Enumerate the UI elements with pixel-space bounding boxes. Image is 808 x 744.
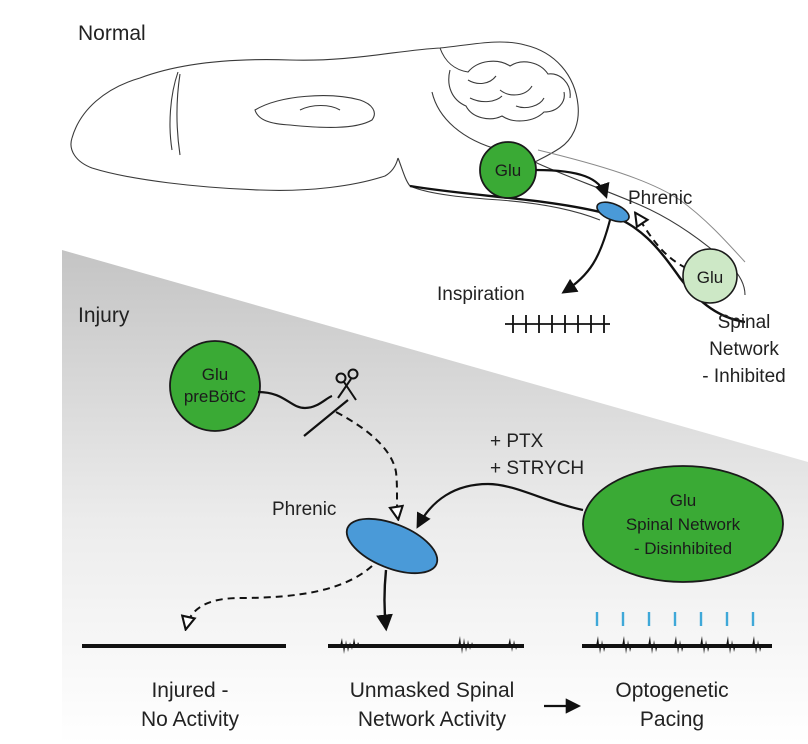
unmasked-trace xyxy=(328,636,524,654)
spinal-cord-inner xyxy=(537,149,746,263)
injured-label-line1: Injured - xyxy=(151,679,228,702)
lesion-cut-line xyxy=(303,399,349,437)
prebotc-label-line2: preBötC xyxy=(184,387,246,406)
spinal-network-line3: - Inhibited xyxy=(702,366,785,387)
disinhibited-label-line1: Glu xyxy=(670,491,696,510)
brain-outline xyxy=(70,41,746,296)
glu-spinal-network-disinhibited xyxy=(582,465,784,583)
pacing-label-line2: Pacing xyxy=(640,708,704,731)
inspiration-label: Inspiration xyxy=(437,284,525,305)
spinal-network-line2: Network xyxy=(709,339,779,360)
disinhibited-label-line2: Spinal Network xyxy=(626,515,741,534)
drug-strych-label: + STRYCH xyxy=(490,458,584,479)
optogenetic-light-pulses xyxy=(595,612,755,626)
phrenic-to-inspiration-arrow xyxy=(561,219,612,294)
phrenic-label-injury: Phrenic xyxy=(272,499,336,520)
glu-spinal-neuron-inhibited xyxy=(682,248,738,304)
glu-spinal-label: Glu xyxy=(697,268,723,287)
unmasked-label-line1: Unmasked Spinal xyxy=(350,679,515,702)
pacing-trace xyxy=(582,636,772,654)
glu-brainstem-label: Glu xyxy=(495,161,521,180)
spinal-network-line1: Spinal xyxy=(718,312,771,333)
phrenic-motoneuron-injury xyxy=(345,517,439,575)
spinal-cord-outline xyxy=(409,184,746,324)
prebotc-axon xyxy=(257,390,333,410)
disinhibited-label-line3: - Disinhibited xyxy=(634,539,732,558)
normal-section-label: Normal xyxy=(78,22,146,45)
phrenic-motoneuron-normal xyxy=(596,201,630,223)
scissors-icon xyxy=(335,368,359,401)
brainstem-to-phrenic-arrow xyxy=(535,168,610,199)
phrenic-to-injured-dashed-arrow xyxy=(186,565,373,628)
spinal-network-to-phrenic-arrow xyxy=(416,482,584,529)
drug-ptx-label: + PTX xyxy=(490,431,544,452)
spinal-to-phrenic-dashed-arrow xyxy=(636,214,687,269)
phrenic-to-unmasked-arrow xyxy=(376,569,393,632)
injury-section-label: Injury xyxy=(78,304,130,327)
prebotc-label-line1: Glu xyxy=(202,365,228,384)
prebotc-neuron xyxy=(169,340,261,432)
cut-to-phrenic-dashed-arrow xyxy=(335,411,398,518)
phrenic-label-normal: Phrenic xyxy=(628,188,692,209)
pacing-label-line1: Optogenetic xyxy=(615,679,728,702)
injured-label-line2: No Activity xyxy=(141,708,240,731)
injured-trace xyxy=(82,644,286,648)
unmasked-label-line2: Network Activity xyxy=(358,708,507,731)
inspiration-burst-train xyxy=(505,315,610,333)
